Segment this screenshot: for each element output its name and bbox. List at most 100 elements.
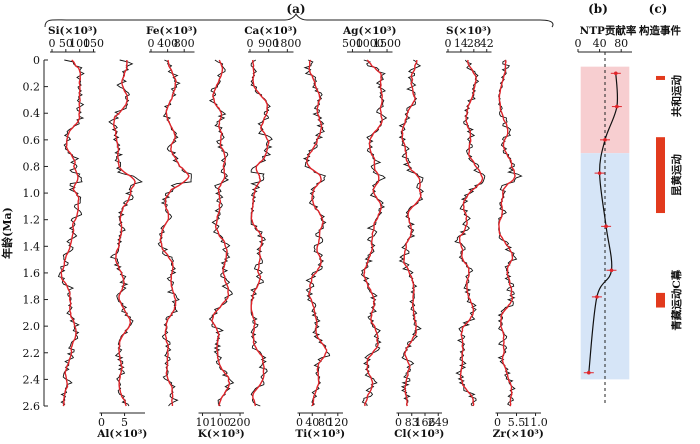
ntp-panel: 0 40 80 xyxy=(575,37,632,406)
y-tick-label: 2.0 xyxy=(23,320,41,333)
panel-a-title: (a) xyxy=(286,2,305,16)
smooth-trace-K xyxy=(211,59,231,407)
smooth-trace-Cl xyxy=(401,59,422,407)
series-label-Ca: Ca(×10³) xyxy=(244,25,297,37)
series-label-Zr: Zr(×10³) xyxy=(493,428,544,440)
tick-label-Fe: 400 xyxy=(157,37,178,50)
event-bar-0 xyxy=(656,75,665,80)
tick-label-K: 10 xyxy=(195,416,209,429)
tick-label-Si: 150 xyxy=(83,37,104,50)
tick-label-Zr: 11.0 xyxy=(523,416,548,429)
tick-label-S: 42 xyxy=(480,37,494,50)
events-title: 构造事件 xyxy=(639,24,681,37)
series-label-Cl: Cl(×10³) xyxy=(394,428,444,440)
tick-label-Ca: 900 xyxy=(258,37,279,50)
smooth-trace-Ag xyxy=(363,59,384,407)
tick-label-Si: 50 xyxy=(59,37,73,50)
ntp-point xyxy=(597,171,602,175)
event-bar-2 xyxy=(656,292,665,308)
smooth-trace-Ca xyxy=(250,59,270,407)
raw-trace-Ag xyxy=(360,59,388,407)
y-tick-label: 1.8 xyxy=(23,294,41,307)
ntp-point xyxy=(615,104,619,109)
y-tick-label: 0.6 xyxy=(23,134,41,147)
ntp-axis-title: NTP贡献率 xyxy=(580,24,637,37)
ntp-point xyxy=(595,295,599,299)
ntp-tick-label: 80 xyxy=(614,37,628,50)
raw-trace-S xyxy=(454,59,486,407)
event-label-1: 昆黄运动 xyxy=(670,154,683,196)
series-label-Ag: Ag(×10³) xyxy=(342,25,396,37)
tick-label-Ti: 0 xyxy=(296,416,303,429)
series-label-S: S(×10³) xyxy=(446,25,492,37)
raw-trace-Ca xyxy=(250,59,273,407)
ntp-shading-1 xyxy=(580,153,630,380)
tick-label-Ca: 1800 xyxy=(273,37,301,50)
panel-a-bracket xyxy=(44,12,554,28)
event-label-0: 共和运动 xyxy=(670,74,683,116)
y-tick-label: 2.6 xyxy=(23,400,41,413)
y-tick-label: 0.4 xyxy=(23,107,41,120)
tick-label-S: 28 xyxy=(467,37,481,50)
ntp-tick-label: 0 xyxy=(575,37,582,50)
tick-label-Ag: 1500 xyxy=(373,37,401,50)
y-tick-label: 1.4 xyxy=(23,240,41,253)
y-tick-label: 1.6 xyxy=(23,267,41,280)
smooth-trace-Fe xyxy=(159,59,190,406)
tick-label-Zr: 5.5 xyxy=(508,416,526,429)
tick-label-K: 200 xyxy=(230,416,251,429)
tick-label-Si: 0 xyxy=(49,37,56,50)
y-tick-label: 1.0 xyxy=(23,187,41,200)
series-label-Ti: Ti(×10³) xyxy=(295,428,345,440)
ntp-point xyxy=(609,268,614,273)
tick-label-Ti: 40 xyxy=(305,416,319,429)
tick-label-Cl: 83 xyxy=(405,416,419,429)
tick-label-Si: 100 xyxy=(69,37,90,50)
y-axis-label: 年龄(Ma) xyxy=(0,207,14,259)
tick-label-Cl: 0 xyxy=(395,416,402,429)
tick-label-Ag: 500 xyxy=(342,37,363,50)
series-label-K: K(×10³) xyxy=(198,428,245,440)
tick-label-Cl: 166 xyxy=(414,416,435,429)
ntp-point xyxy=(587,370,591,375)
series-label-Al: Al(×10³) xyxy=(96,428,147,440)
tick-label-Ti: 80 xyxy=(318,416,332,429)
event-bar-1 xyxy=(656,137,665,214)
y-tick-label: 0.8 xyxy=(23,160,41,173)
raw-trace-Fe xyxy=(157,59,192,407)
tick-label-Zr: 0 xyxy=(494,416,501,429)
tick-label-K: 100 xyxy=(210,416,231,429)
tick-label-Al: 5 xyxy=(121,416,128,429)
ntp-point xyxy=(604,224,608,229)
event-label-2: 青藏运动C幕 xyxy=(670,269,683,330)
ntp-point xyxy=(603,138,607,142)
ntp-point xyxy=(614,71,618,76)
panel-b-title: (b) xyxy=(588,2,608,16)
tick-label-Fe: 800 xyxy=(174,37,195,50)
tick-label-Al: 0 xyxy=(98,416,105,429)
series-label-Fe: Fe(×10³) xyxy=(146,25,198,37)
tick-label-S: 0 xyxy=(445,37,452,50)
y-tick-label: 0.2 xyxy=(23,81,41,94)
panel-c-title: (c) xyxy=(649,2,668,16)
tick-label-Ca: 0 xyxy=(247,37,254,50)
tick-label-Fe: 0 xyxy=(148,37,155,50)
y-tick-label: 2.4 xyxy=(23,373,41,386)
y-axis: 0 0.2 0.4 0.6 0.8 1.0 1.2 1.4 1.6 1.8 2.0 2.2 2.4 2.6 xyxy=(23,54,48,413)
smooth-trace-Ti xyxy=(305,59,328,407)
smooth-trace-S xyxy=(458,59,484,407)
series-label-Si: Si(×10³) xyxy=(48,25,98,37)
y-tick-label: 1.2 xyxy=(23,214,41,227)
smooth-trace-Zr xyxy=(498,59,516,407)
raw-trace-K xyxy=(208,59,235,407)
y-tick-label: 2.2 xyxy=(23,347,41,360)
smooth-trace-Si xyxy=(60,59,82,407)
tick-label-Ag: 1000 xyxy=(356,37,384,50)
y-tick-label: 0 xyxy=(33,54,40,67)
smooth-trace-Al xyxy=(112,59,136,407)
tick-label-Cl: 249 xyxy=(428,416,449,429)
ntp-tick-label: 40 xyxy=(593,37,607,50)
